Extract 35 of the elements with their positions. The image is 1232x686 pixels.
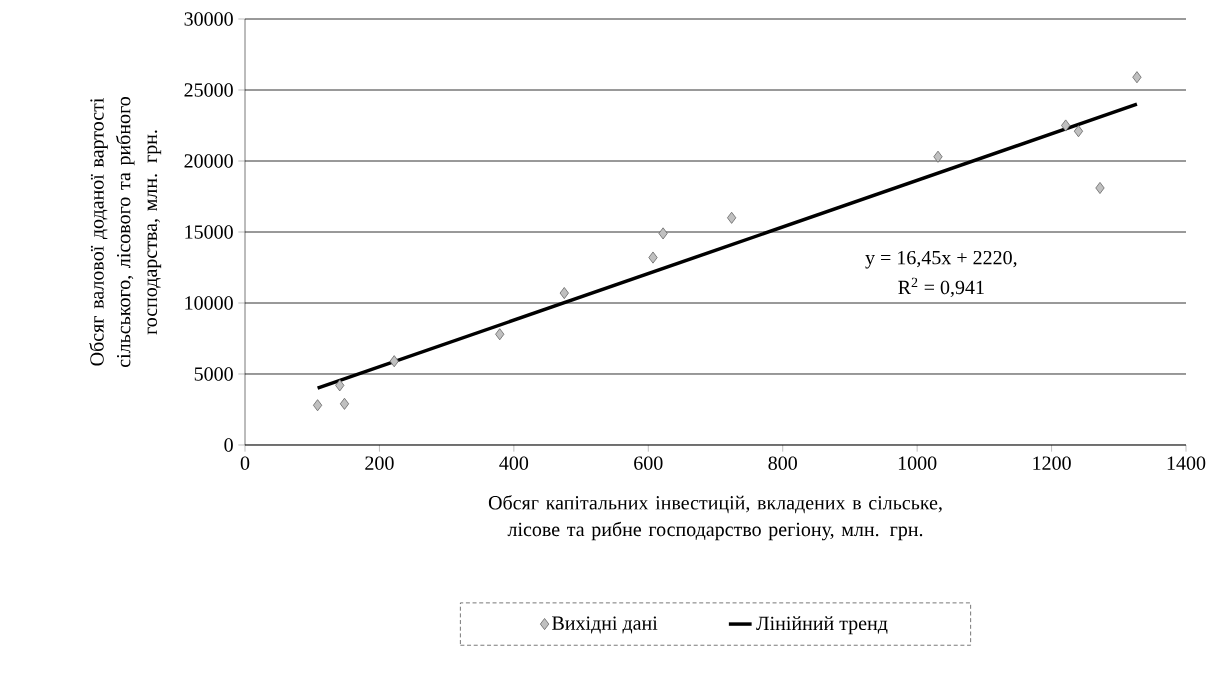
x-tick-label: 400 [499, 456, 529, 470]
point [933, 150, 943, 163]
point [1061, 119, 1071, 132]
legend-label: Лінійний тренд [756, 616, 888, 635]
y-tick-label: 0 [224, 438, 233, 452]
x-tick-label: 200 [365, 456, 394, 470]
legend-label: Вихідні дані [552, 616, 658, 634]
point [495, 328, 505, 341]
y-tick-label: 20000 [184, 154, 233, 168]
point [312, 399, 323, 412]
point [1073, 125, 1084, 138]
y-tick-label: 10000 [185, 296, 233, 310]
y-tick-label: 5000 [194, 367, 233, 381]
point [389, 355, 399, 368]
x-tick-label: 1000 [898, 456, 937, 470]
annotation: R$^{2}$ = 0,941 [898, 277, 984, 298]
x-axis-title: Обсяг капітальних інвестицій, вкладених в сільське, лісове та рибне господарство регіону, млн. грн. [488, 495, 942, 541]
x-tick-label: 1400 [1167, 456, 1206, 470]
y-axis-title: Обсяг валової доданої вартості сільського, лісового та рибного господарства, млн. грн. [89, 97, 162, 368]
point [658, 227, 668, 240]
point [335, 379, 345, 392]
annotation: y = 16,45x + 2220, [865, 250, 1017, 269]
point [727, 211, 737, 224]
point [559, 287, 569, 300]
y-tick-label: 25000 [184, 83, 233, 97]
point [648, 251, 658, 264]
y-tick-label: 30000 [184, 12, 233, 26]
y-tick-label: 15000 [185, 225, 233, 239]
point [339, 397, 350, 410]
x-tick-label: 1200 [1033, 456, 1071, 470]
x-tick-label: 600 [634, 456, 663, 470]
x-tick-label: 800 [768, 456, 797, 470]
point [1132, 71, 1142, 84]
point [1095, 181, 1105, 194]
x-tick-label: 0 [240, 456, 250, 470]
